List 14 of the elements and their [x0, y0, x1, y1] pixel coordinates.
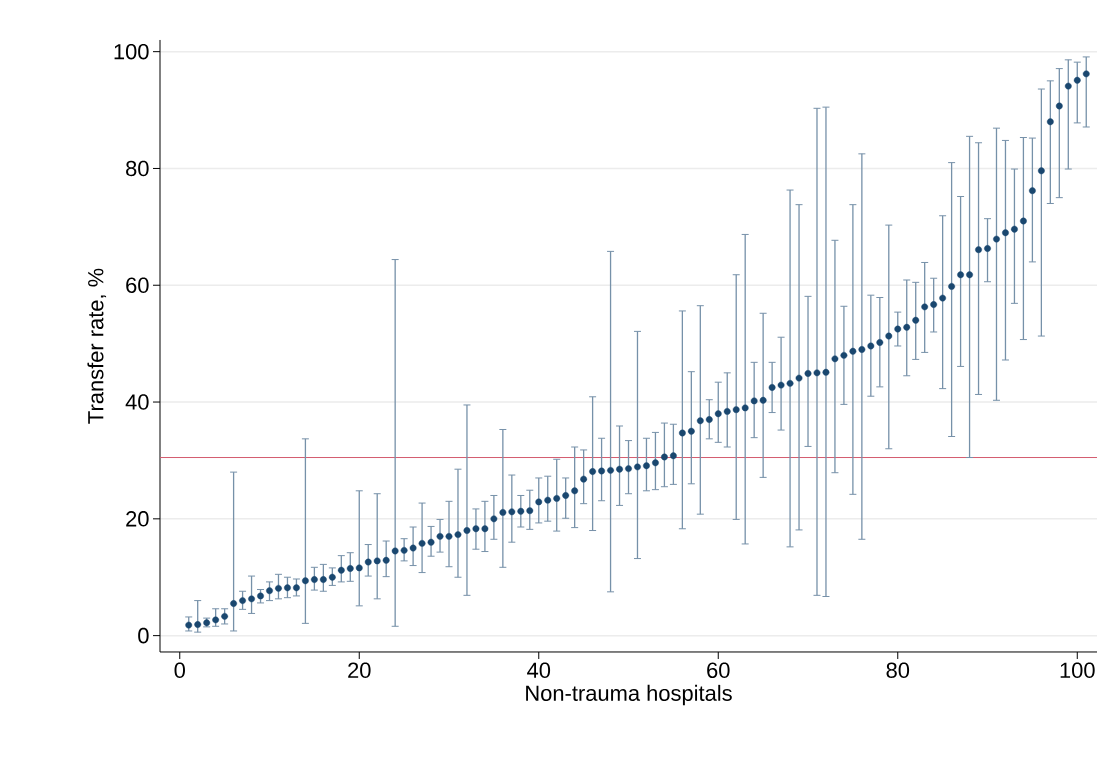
x-tick-label: 20: [348, 662, 371, 679]
y-tick-label: 0: [138, 627, 149, 644]
y-tick-label: 80: [126, 160, 149, 177]
x-tick-label: 40: [527, 662, 551, 679]
x-tick-label: 80: [886, 662, 910, 679]
y-axis-title: Transfer rate, %: [87, 268, 107, 424]
y-tick-label: 40: [125, 394, 149, 410]
y-tick-label: 60: [126, 277, 149, 294]
x-tick-label: 60: [707, 662, 730, 679]
x-tick-label: 0: [174, 662, 185, 679]
x-axis-title: Non-trauma hospitals: [526, 684, 732, 706]
y-tick-label: 100: [114, 43, 149, 60]
y-tick-label: 20: [126, 511, 149, 527]
x-tick-label: 100: [1060, 662, 1095, 679]
